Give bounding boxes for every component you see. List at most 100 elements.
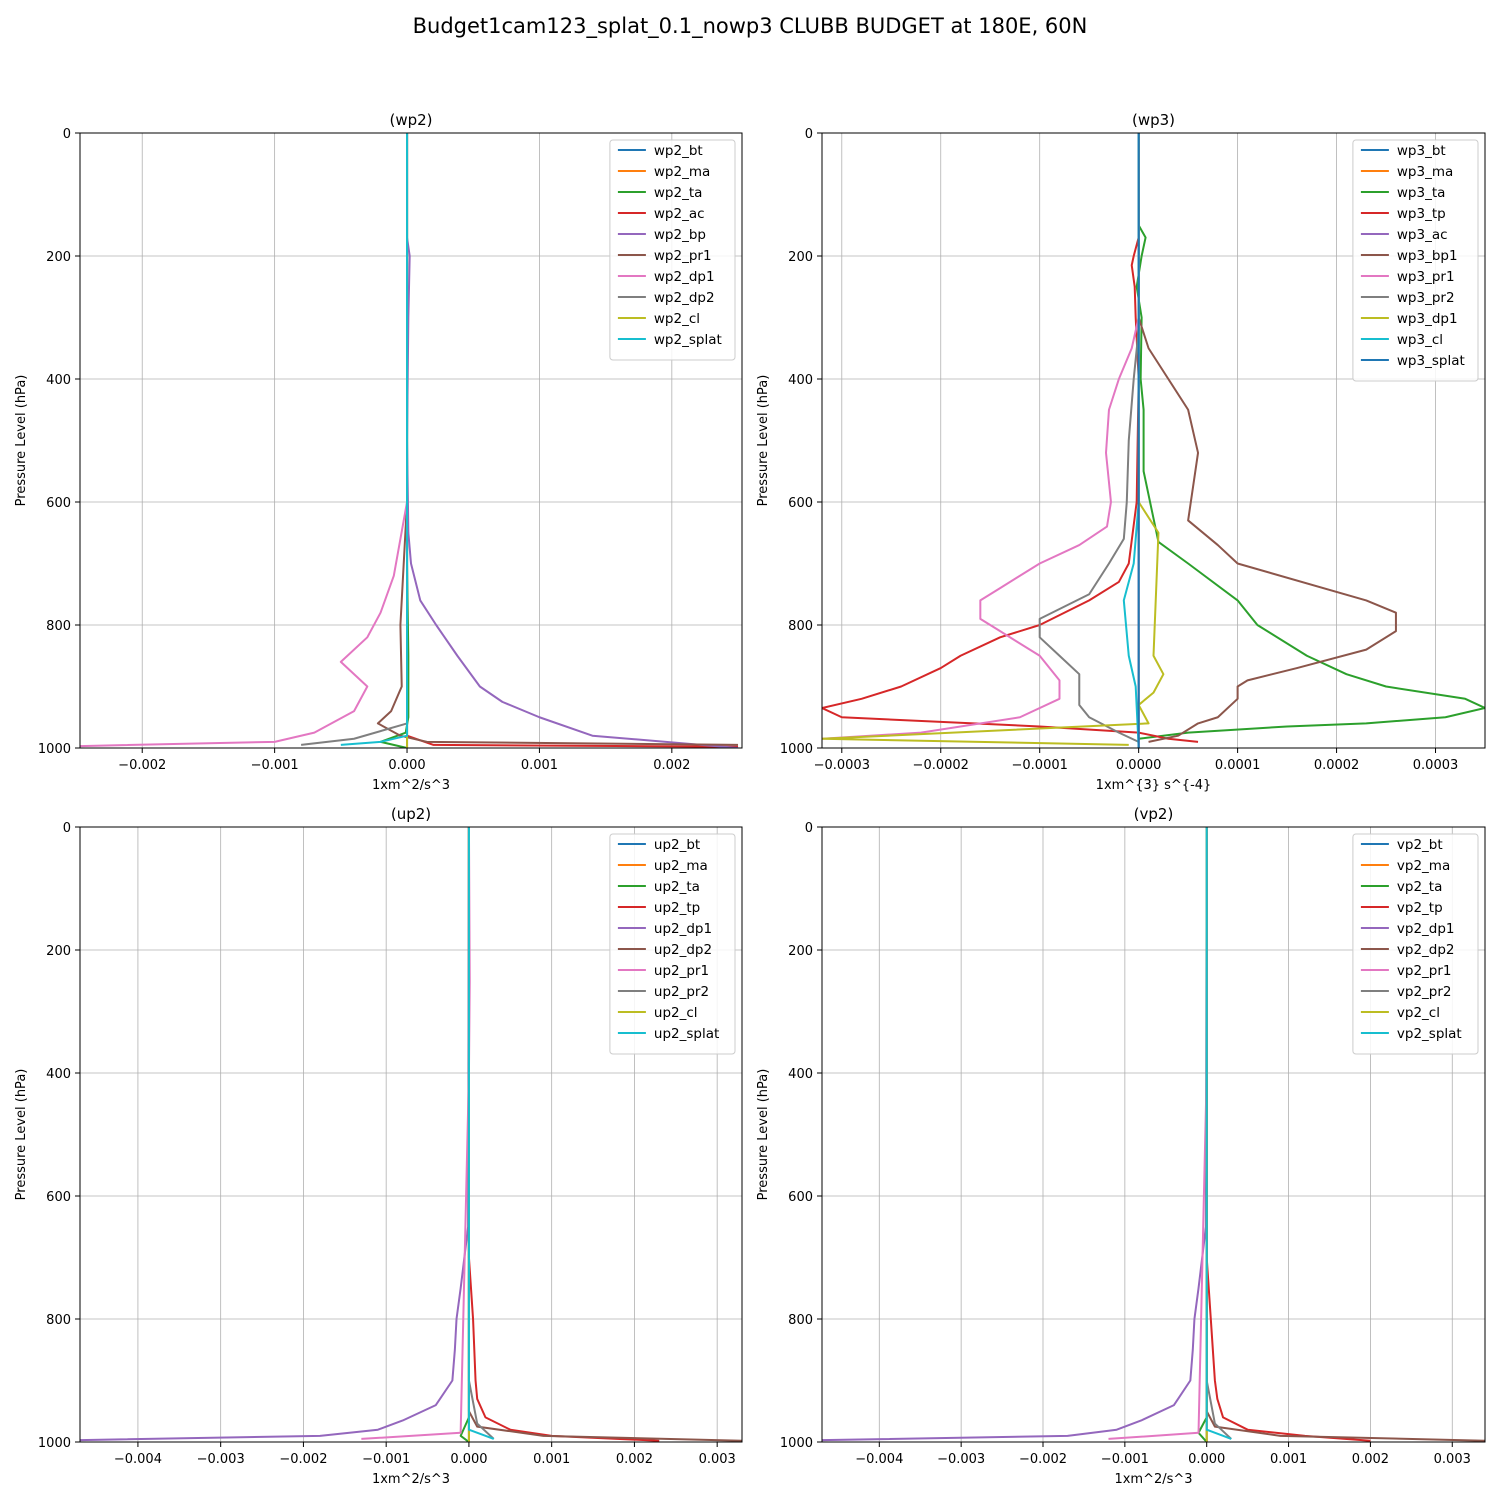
legend-entry-wp3_pr1: wp3_pr1 bbox=[1397, 269, 1455, 285]
series-group bbox=[822, 827, 1485, 1442]
x-tick-label: 0.002 bbox=[1352, 1452, 1389, 1467]
chart-panel-4: −0.004 −0.003 −0.002 −0.001 0.000 0.001 0.002 0… bbox=[756, 805, 1486, 1487]
chart-panel-3: −0.004 −0.003 −0.002 −0.001 0.000 0.001 0.002 0… bbox=[14, 805, 743, 1487]
series-line-wp2_pr1 bbox=[376, 133, 739, 746]
y-tick-label: 400 bbox=[788, 373, 813, 388]
legend-entry-up2_cl: up2_cl bbox=[654, 1005, 698, 1021]
series-line-up2_dp1 bbox=[80, 827, 470, 1442]
chart-panel-1: −0.002 −0.001 0.000 0.001 0.002 0 200 400 600 800… bbox=[14, 111, 743, 793]
legend-entry-up2_tp: up2_tp bbox=[654, 900, 700, 916]
axes-frame bbox=[821, 132, 1486, 749]
legend-entry-wp3_ac: wp3_ac bbox=[1397, 227, 1448, 243]
x-axis-label: 1xm^{3} s^{-4} bbox=[1096, 778, 1212, 793]
legend-entry-up2_pr2: up2_pr2 bbox=[654, 984, 709, 1000]
legend-entry-vp2_dp2: vp2_dp2 bbox=[1397, 942, 1455, 958]
y-tick-label: 0 bbox=[805, 127, 813, 142]
series-line-up2_pr2 bbox=[467, 827, 495, 1440]
axes-frame bbox=[79, 132, 743, 749]
x-tick-label: 0.0001 bbox=[1215, 758, 1261, 773]
legend: vp2_bt vp2_ma vp2_ta vp2_tp vp2_dp1 vp2_dp2vp… bbox=[1352, 833, 1479, 1055]
y-tick-label: 600 bbox=[788, 1190, 813, 1205]
legend: wp2_bt wp2_ma wp2_ta wp2_ac wp2_bp wp2_pr1 wp2… bbox=[609, 139, 736, 361]
series-line-wp3_tp bbox=[822, 133, 1199, 743]
legend-entry-wp2_bt: wp2_bt bbox=[654, 143, 703, 159]
x-axis-label: 1xm^2/s^3 bbox=[372, 778, 450, 793]
x-tick-label: 0.000 bbox=[450, 1452, 487, 1467]
series-line-up2_tp bbox=[467, 827, 660, 1442]
x-tick-label: 0.003 bbox=[1434, 1452, 1471, 1467]
y-tick-label: 600 bbox=[46, 1190, 71, 1205]
legend-entry-wp2_pr1: wp2_pr1 bbox=[654, 248, 712, 264]
x-tick-label: −0.003 bbox=[937, 1452, 985, 1467]
series-group bbox=[822, 133, 1485, 748]
legend-entry-wp3_ma: wp3_ma bbox=[1397, 164, 1453, 180]
legend-entry-vp2_cl: vp2_cl bbox=[1397, 1005, 1440, 1021]
legend-entry-vp2_bt: vp2_bt bbox=[1397, 837, 1443, 853]
legend: wp3_bt wp3_ma wp3_ta wp3_tp wp3_ac wp3_bp1 wp3… bbox=[1352, 139, 1479, 382]
y-tick-label: 800 bbox=[788, 1313, 813, 1328]
y-tick-label: 600 bbox=[46, 496, 71, 511]
series-line-wp2_dp1 bbox=[80, 133, 409, 748]
y-tick-label: 1000 bbox=[38, 742, 71, 757]
y-axis-label: Pressure Level (hPa) bbox=[756, 375, 771, 507]
axes-frame bbox=[79, 826, 743, 1443]
x-tick-label: 0.003 bbox=[699, 1452, 736, 1467]
y-axis-label: Pressure Level (hPa) bbox=[14, 1069, 29, 1201]
x-tick-label: 0.002 bbox=[653, 758, 690, 773]
x-tick-label: −0.0001 bbox=[1012, 758, 1068, 773]
legend-entry-wp2_dp2: wp2_dp2 bbox=[654, 290, 715, 306]
legend-entry-wp3_cl: wp3_cl bbox=[1397, 332, 1443, 348]
x-axis-label: 1xm^2/s^3 bbox=[372, 1472, 450, 1487]
legend-entry-vp2_ma: vp2_ma bbox=[1397, 858, 1450, 874]
legend-entry-wp3_tp: wp3_tp bbox=[1397, 206, 1446, 222]
chart-panel-2: −0.0003 −0.0002 −0.0001 0.0000 0.0001 0.0002 0… bbox=[756, 111, 1486, 793]
series-line-wp3_cl bbox=[1122, 133, 1140, 748]
x-tick-label: −0.004 bbox=[114, 1452, 162, 1467]
x-tick-label: 0.0000 bbox=[1116, 758, 1162, 773]
legend-entry-wp3_pr2: wp3_pr2 bbox=[1397, 290, 1455, 306]
x-tick-label: −0.001 bbox=[251, 758, 299, 773]
chart-title: (up2) bbox=[391, 805, 431, 823]
chart-title: (wp3) bbox=[1132, 111, 1175, 129]
x-tick-label: 0.000 bbox=[1188, 1452, 1225, 1467]
y-tick-label: 200 bbox=[46, 944, 71, 959]
legend-entry-wp2_bp: wp2_bp bbox=[654, 227, 706, 243]
legend-box bbox=[609, 139, 736, 361]
legend-entry-vp2_dp1: vp2_dp1 bbox=[1397, 921, 1455, 937]
legend-entry-up2_ta: up2_ta bbox=[654, 879, 700, 895]
chart-title: (vp2) bbox=[1134, 805, 1174, 823]
y-axis-label: Pressure Level (hPa) bbox=[756, 1069, 771, 1201]
legend: up2_bt up2_ma up2_ta up2_tp up2_dp1 up2_dp2up… bbox=[609, 833, 736, 1055]
x-axis-label: 1xm^2/s^3 bbox=[1114, 1472, 1192, 1487]
x-tick-label: 0.001 bbox=[521, 758, 558, 773]
legend-entry-vp2_ta: vp2_ta bbox=[1397, 879, 1442, 895]
y-tick-label: 800 bbox=[46, 1313, 71, 1328]
legend-entry-wp3_dp1: wp3_dp1 bbox=[1397, 311, 1458, 327]
legend-box bbox=[1352, 139, 1479, 382]
series-group bbox=[80, 133, 739, 748]
legend-entry-up2_splat: up2_splat bbox=[654, 1026, 719, 1042]
y-axis-label: Pressure Level (hPa) bbox=[14, 375, 29, 507]
series-line-wp2_splat bbox=[340, 133, 409, 746]
legend-entry-wp2_dp1: wp2_dp1 bbox=[654, 269, 715, 285]
series-line-vp2_pr2 bbox=[1205, 827, 1232, 1440]
legend-entry-wp2_ac: wp2_ac bbox=[654, 206, 705, 222]
x-tick-label: 0.0003 bbox=[1413, 758, 1459, 773]
y-tick-label: 0 bbox=[63, 821, 71, 836]
y-tick-label: 1000 bbox=[38, 1436, 71, 1451]
legend-entry-up2_dp2: up2_dp2 bbox=[654, 942, 712, 958]
legend-entry-wp2_ta: wp2_ta bbox=[654, 185, 703, 201]
y-tick-label: 800 bbox=[788, 619, 813, 634]
legend-entry-wp3_ta: wp3_ta bbox=[1397, 185, 1446, 201]
series-line-wp2_ta bbox=[379, 133, 410, 748]
legend-entry-vp2_pr2: vp2_pr2 bbox=[1397, 984, 1452, 1000]
x-tick-label: −0.004 bbox=[855, 1452, 903, 1467]
legend-entry-up2_pr1: up2_pr1 bbox=[654, 963, 709, 979]
y-tick-label: 400 bbox=[46, 373, 71, 388]
y-tick-label: 200 bbox=[46, 250, 71, 265]
series-line-wp3_dp1 bbox=[822, 133, 1165, 746]
y-tick-label: 800 bbox=[46, 619, 71, 634]
legend-entry-vp2_pr1: vp2_pr1 bbox=[1397, 963, 1452, 979]
y-tick-label: 600 bbox=[788, 496, 813, 511]
